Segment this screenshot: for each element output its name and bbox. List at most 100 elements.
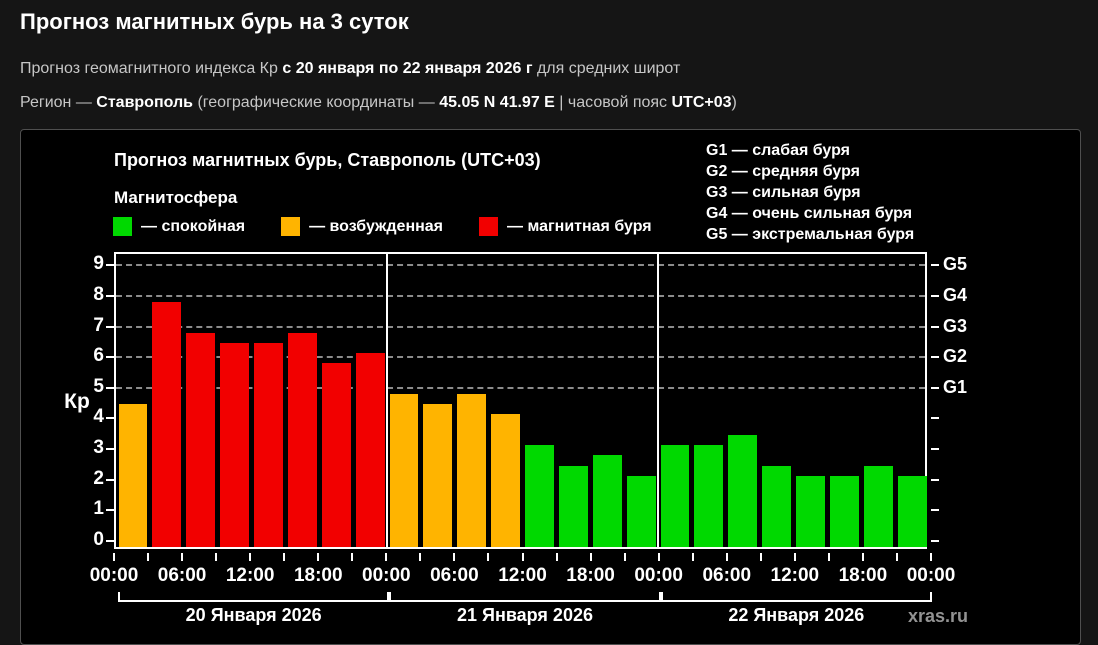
chart-header: Прогноз магнитных бурь, Ставрополь (UTC+… bbox=[21, 130, 1080, 250]
g-axis-label: G1 bbox=[943, 376, 968, 397]
y-tick-left bbox=[106, 417, 114, 420]
kp-bar bbox=[796, 475, 825, 547]
x-tick bbox=[861, 553, 864, 561]
kp-bar bbox=[152, 302, 182, 547]
x-tick-label: 18:00 bbox=[566, 565, 615, 586]
legend-item-excited: — возбужденная bbox=[281, 217, 443, 236]
g-axis-label: G4 bbox=[943, 284, 968, 305]
x-tick bbox=[555, 553, 558, 561]
kp-bar bbox=[423, 404, 453, 547]
x-tick bbox=[793, 553, 796, 561]
gridline bbox=[116, 325, 925, 328]
y-tick-label: 7 bbox=[93, 314, 104, 336]
kp-bar bbox=[626, 475, 656, 547]
x-tick bbox=[385, 553, 388, 561]
x-tick bbox=[351, 553, 354, 561]
day-bracket bbox=[389, 600, 661, 602]
y-axis-title: Кр bbox=[64, 390, 90, 414]
region-mid: (географические координаты — bbox=[197, 94, 435, 111]
g-scale-legend: G1 — слабая буря G2 — средняя буря G3 — … bbox=[706, 140, 914, 245]
x-tick bbox=[589, 553, 592, 561]
subtitle-post: для средних широт bbox=[536, 60, 681, 77]
x-tick-label: 00:00 bbox=[906, 565, 956, 586]
legend-item-storm: — магнитная буря bbox=[479, 217, 652, 236]
x-tick bbox=[147, 553, 150, 561]
day-bracket-tick bbox=[118, 592, 120, 602]
kp-bar bbox=[897, 475, 927, 547]
y-tick-left bbox=[106, 478, 114, 481]
day-bracket-tick bbox=[389, 592, 392, 602]
legend-item-label: — возбужденная bbox=[309, 217, 444, 235]
g-axis-label: G5 bbox=[943, 254, 968, 275]
x-tick bbox=[521, 553, 524, 561]
y-tick-left bbox=[106, 325, 114, 328]
gridline bbox=[116, 356, 925, 359]
y-tick-right bbox=[931, 386, 939, 389]
y-tick-right bbox=[931, 478, 939, 481]
x-tick bbox=[113, 553, 115, 561]
x-tick bbox=[487, 553, 490, 561]
kp-bar bbox=[829, 475, 859, 547]
y-tick-label: 4 bbox=[93, 406, 104, 428]
kp-bar bbox=[321, 363, 351, 547]
chart-title: Прогноз магнитных бурь, Ставрополь (UTC+… bbox=[114, 150, 541, 170]
kp-bar bbox=[186, 332, 216, 547]
kp-bar bbox=[355, 353, 385, 547]
legend-item-label: — спокойная bbox=[141, 217, 246, 235]
y-tick-label: 2 bbox=[93, 467, 104, 489]
kp-bar bbox=[118, 404, 148, 547]
g-legend-line-g5: G5 — экстремальная буря bbox=[706, 226, 915, 243]
y-tick-right bbox=[931, 356, 939, 359]
day-bracket-tick bbox=[930, 592, 932, 602]
kp-bar bbox=[254, 343, 283, 547]
x-tick-label: 12:00 bbox=[225, 565, 275, 586]
kp-bar bbox=[287, 332, 317, 547]
y-tick-label: 5 bbox=[93, 375, 104, 397]
y-tick-right bbox=[931, 325, 939, 328]
kp-bar bbox=[762, 465, 791, 547]
y-tick-label: 9 bbox=[93, 253, 104, 275]
storm-color-swatch bbox=[479, 217, 499, 236]
kp-bar bbox=[863, 465, 893, 547]
day-label: 22 Января 2026 bbox=[728, 605, 865, 625]
day-bracket bbox=[118, 600, 390, 602]
gridline bbox=[116, 294, 925, 297]
g-legend-line-g2: G2 — средняя буря bbox=[706, 163, 860, 180]
x-tick bbox=[657, 553, 660, 561]
kp-bar bbox=[694, 445, 724, 547]
x-tick bbox=[419, 553, 422, 561]
y-tick-label: 3 bbox=[93, 437, 104, 459]
page-header: Прогноз магнитных бурь на 3 суток Прогно… bbox=[0, 0, 1098, 116]
subtitle-dates: с 20 января по 22 января 2026 г bbox=[282, 60, 533, 77]
gridline bbox=[116, 386, 925, 389]
g-legend-line-g3: G3 — сильная буря bbox=[706, 184, 861, 201]
x-tick bbox=[930, 553, 932, 561]
y-tick-label: 8 bbox=[93, 283, 104, 305]
x-tick-label: 18:00 bbox=[838, 565, 888, 586]
kp-bar bbox=[592, 455, 622, 547]
y-tick-left bbox=[106, 539, 114, 542]
x-tick bbox=[215, 553, 218, 561]
y-tick-left bbox=[106, 386, 114, 389]
y-tick-right bbox=[931, 294, 939, 297]
legend-title: Магнитосфера bbox=[114, 188, 238, 207]
y-tick-left bbox=[106, 264, 114, 267]
g-legend-line-g4: G4 — очень сильная буря bbox=[706, 205, 913, 222]
kp-bar bbox=[525, 445, 554, 547]
kp-bar bbox=[660, 445, 690, 547]
y-tick-left bbox=[106, 509, 114, 512]
x-tick-label: 00:00 bbox=[89, 565, 139, 586]
day-bracket-tick bbox=[387, 592, 390, 602]
x-tick bbox=[691, 553, 694, 561]
x-tick bbox=[759, 553, 762, 561]
plot-area bbox=[114, 252, 927, 549]
x-tick bbox=[249, 553, 252, 561]
g-axis-label: G2 bbox=[943, 346, 968, 367]
watermark: xras.ru bbox=[908, 606, 969, 626]
kp-bar bbox=[389, 393, 419, 547]
excited-color-swatch bbox=[281, 217, 301, 236]
x-tick-label: 12:00 bbox=[498, 565, 547, 586]
y-tick-left bbox=[106, 356, 114, 359]
kp-bar bbox=[728, 434, 758, 547]
day-bracket bbox=[660, 600, 932, 602]
